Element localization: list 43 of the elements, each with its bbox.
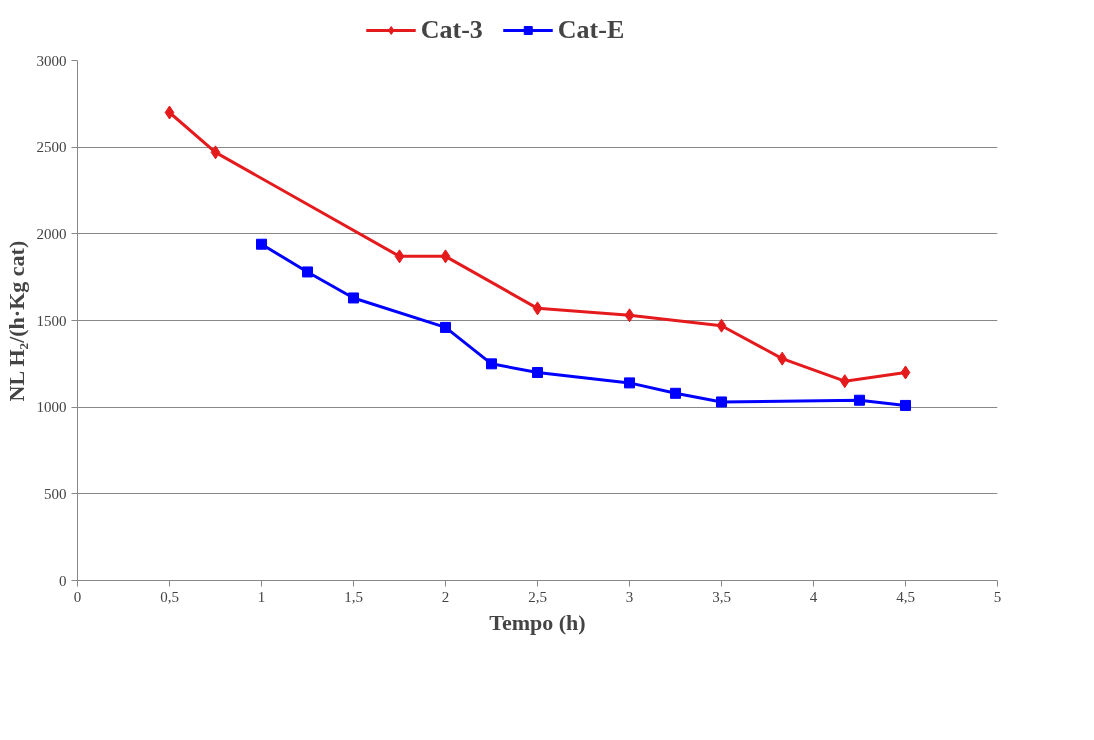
point — [532, 367, 543, 378]
point — [854, 394, 865, 406]
point — [839, 374, 850, 389]
point — [256, 238, 267, 250]
point — [624, 377, 635, 389]
legend-label: Cat-3 — [420, 15, 483, 45]
x-tick-label: 1 — [257, 588, 266, 605]
y-tick-label: 0 — [59, 572, 67, 589]
point — [716, 318, 727, 333]
point — [670, 387, 681, 399]
y-tick-label: 2000 — [36, 225, 67, 242]
x-tick-label: 1,5 — [344, 588, 363, 605]
x-tick-label: 4,5 — [896, 588, 915, 605]
point — [210, 145, 221, 160]
x-tick-label: 5 — [993, 588, 1002, 605]
x-axis-title: Tempo (h) — [489, 609, 586, 635]
x-tick-label: 0,5 — [160, 588, 179, 605]
point — [716, 396, 727, 408]
point — [440, 249, 451, 264]
y-tick-label: 2500 — [36, 139, 67, 156]
point — [777, 351, 788, 366]
point — [532, 301, 543, 316]
x-tick-label: 3,5 — [712, 588, 731, 605]
y-tick-label: 3000 — [36, 52, 67, 69]
y-tick-label: 1000 — [36, 399, 67, 416]
point — [302, 266, 313, 278]
x-tick-label: 3 — [625, 588, 634, 605]
point — [900, 365, 911, 380]
point — [486, 358, 497, 370]
x-tick-label: 2 — [441, 588, 450, 605]
x-tick-label: 2,5 — [528, 588, 547, 605]
point — [440, 321, 451, 333]
point — [624, 308, 635, 323]
y-tick-label: 1500 — [36, 312, 67, 329]
point — [900, 399, 911, 411]
legend-label: Cat-E — [557, 15, 625, 45]
point — [164, 105, 175, 120]
y-axis-title: NL H₂/(h·Kg cat) — [3, 240, 29, 402]
y-tick-label: 500 — [44, 485, 67, 502]
point — [348, 292, 359, 304]
point — [394, 249, 405, 264]
x-tick-label: 4 — [809, 588, 818, 605]
x-tick-label: 0 — [73, 588, 82, 605]
